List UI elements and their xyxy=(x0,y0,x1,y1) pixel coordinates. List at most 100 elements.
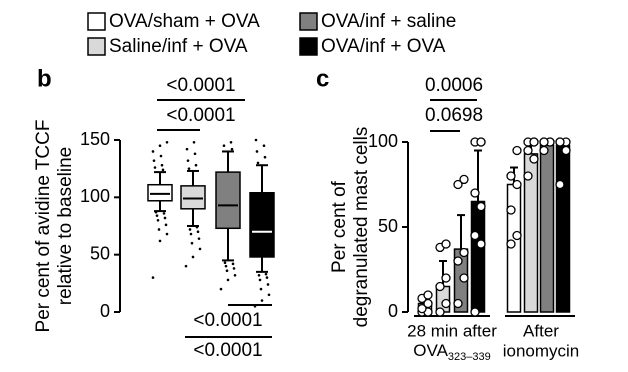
outlier xyxy=(163,216,167,220)
y-tick-label: 0 xyxy=(388,301,398,321)
outlier xyxy=(184,264,188,268)
p-value: <0.0001 xyxy=(193,310,262,331)
outlier xyxy=(153,166,157,169)
outlier xyxy=(266,283,270,286)
legend-swatch xyxy=(87,37,106,56)
outlier xyxy=(267,293,271,297)
outlier xyxy=(193,152,197,156)
outlier xyxy=(152,159,156,162)
outlier xyxy=(195,225,199,229)
outlier xyxy=(225,269,229,273)
y-axis-label: relative to baseline xyxy=(55,147,76,305)
y-tick-label: 50 xyxy=(90,243,110,263)
data-point xyxy=(506,171,516,181)
box xyxy=(215,171,241,230)
data-point xyxy=(539,137,549,147)
outlier xyxy=(165,232,169,236)
legend-swatch xyxy=(299,12,318,31)
outlier xyxy=(226,278,230,282)
data-point xyxy=(512,230,522,241)
outlier xyxy=(255,150,259,153)
data-point xyxy=(561,145,571,156)
p-value: 0.0698 xyxy=(425,105,483,126)
data-point xyxy=(459,174,469,185)
outlier xyxy=(262,144,266,148)
outlier xyxy=(188,228,192,231)
bar xyxy=(539,144,555,313)
y-tick-label: 0 xyxy=(100,301,110,321)
bar xyxy=(470,200,486,313)
data-point xyxy=(459,247,469,258)
outlier xyxy=(192,140,196,144)
data-point xyxy=(453,256,463,266)
outlier xyxy=(260,299,264,302)
box xyxy=(147,183,173,202)
data-point xyxy=(476,201,486,212)
y-tick-label: 100 xyxy=(80,186,110,206)
outlier xyxy=(190,241,194,245)
outlier xyxy=(256,161,260,165)
outlier xyxy=(259,287,263,291)
legend-label: OVA/sham + OVA xyxy=(109,11,260,32)
outlier xyxy=(258,278,262,282)
data-point xyxy=(523,171,533,181)
data-point xyxy=(470,307,480,317)
outlier xyxy=(224,264,228,268)
data-point xyxy=(529,154,539,164)
data-point xyxy=(470,230,480,241)
outlier xyxy=(191,255,195,259)
box xyxy=(249,191,275,258)
x-tick-label: After xyxy=(523,321,559,340)
outlier xyxy=(196,230,200,234)
outlier xyxy=(157,228,161,231)
legend-label: Saline/inf + OVA xyxy=(109,36,248,57)
data-point xyxy=(529,137,539,147)
x-tick-label-subscript: 323–339 xyxy=(448,351,491,363)
outlier xyxy=(264,272,268,276)
data-point xyxy=(523,145,533,156)
data-point xyxy=(423,290,433,300)
outlier xyxy=(158,144,162,148)
outlier xyxy=(165,140,169,144)
data-point xyxy=(453,179,463,190)
outlier xyxy=(187,167,191,170)
outlier xyxy=(194,163,198,167)
p-value: 0.0006 xyxy=(425,75,483,96)
outlier xyxy=(229,140,233,144)
outlier xyxy=(151,276,155,279)
legend-swatch xyxy=(299,37,318,56)
outlier xyxy=(232,267,236,270)
outlier xyxy=(257,274,261,277)
outlier xyxy=(186,159,190,162)
p-value: <0.0001 xyxy=(193,340,262,361)
outlier xyxy=(263,155,267,159)
legend-label: OVA/inf + OVA xyxy=(321,36,446,57)
data-point xyxy=(441,273,451,283)
outlier xyxy=(219,287,223,291)
data-point xyxy=(555,137,565,147)
legend-swatch xyxy=(87,12,106,31)
p-value: <0.0001 xyxy=(166,75,235,96)
p-value: <0.0001 xyxy=(166,105,235,126)
data-point xyxy=(453,298,463,309)
y-axis-label: degranulated mast cells xyxy=(351,127,372,328)
data-point xyxy=(512,145,522,156)
data-point xyxy=(555,179,565,190)
data-point xyxy=(539,145,549,156)
outlier xyxy=(164,223,168,227)
bar xyxy=(555,144,571,313)
outlier xyxy=(156,218,160,222)
outlier xyxy=(162,212,166,215)
y-tick-label: 50 xyxy=(378,216,398,236)
outlier xyxy=(233,274,237,277)
box xyxy=(180,185,206,210)
x-tick-label-part: OVA xyxy=(413,341,448,360)
outlier xyxy=(160,163,164,167)
x-tick-label: OVA323–339 xyxy=(413,341,490,362)
outlier xyxy=(151,150,155,153)
data-point xyxy=(441,239,451,249)
outlier xyxy=(158,239,162,243)
data-point xyxy=(476,137,486,147)
outlier xyxy=(155,214,159,217)
data-point xyxy=(417,303,427,314)
